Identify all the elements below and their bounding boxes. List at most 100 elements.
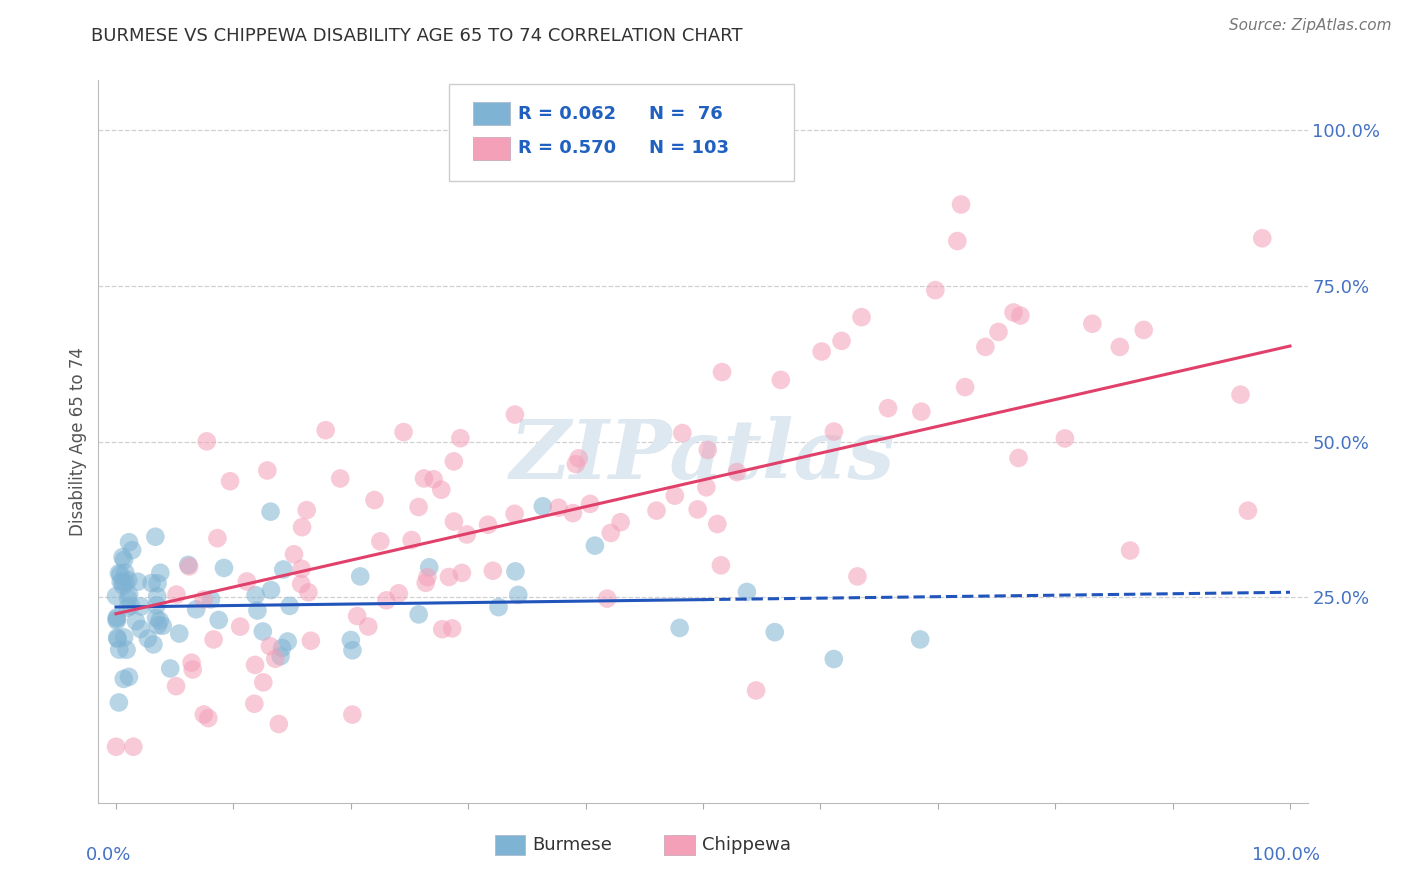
Point xyxy=(443,454,465,468)
Point xyxy=(340,632,363,647)
Point xyxy=(125,614,148,628)
Point xyxy=(149,614,172,628)
Point xyxy=(408,607,430,622)
Point xyxy=(1251,231,1274,245)
Point xyxy=(1132,323,1154,337)
Point xyxy=(118,587,141,601)
Point xyxy=(229,619,252,633)
Point xyxy=(105,739,128,754)
Point xyxy=(278,599,301,613)
Point xyxy=(763,625,786,640)
Point xyxy=(283,547,305,561)
Point xyxy=(924,283,946,297)
Point xyxy=(810,344,832,359)
Point xyxy=(142,637,165,651)
Point xyxy=(1108,340,1130,354)
Text: R = 0.570: R = 0.570 xyxy=(517,139,616,157)
Point xyxy=(105,610,128,624)
Point xyxy=(1119,543,1142,558)
Point xyxy=(121,543,143,558)
Point xyxy=(271,640,294,655)
Point xyxy=(1229,387,1251,401)
Point xyxy=(451,566,474,580)
FancyBboxPatch shape xyxy=(474,102,509,125)
Point xyxy=(193,592,215,607)
Point xyxy=(243,657,266,672)
Point xyxy=(565,457,588,471)
Point xyxy=(422,472,444,486)
Point xyxy=(256,463,278,477)
Point xyxy=(1007,450,1029,465)
Point xyxy=(120,599,142,613)
Point xyxy=(118,670,141,684)
Point xyxy=(297,585,319,599)
Point xyxy=(418,560,440,574)
Text: BURMESE VS CHIPPEWA DISABILITY AGE 65 TO 74 CORRELATION CHART: BURMESE VS CHIPPEWA DISABILITY AGE 65 TO… xyxy=(91,27,742,45)
Point xyxy=(117,591,139,605)
Point xyxy=(987,325,1010,339)
Point xyxy=(349,569,371,583)
Point xyxy=(671,426,693,441)
Point xyxy=(146,618,169,632)
Point xyxy=(114,575,136,590)
Point xyxy=(482,564,505,578)
Point xyxy=(823,425,845,439)
Point xyxy=(277,634,299,648)
Point xyxy=(270,649,292,664)
Point xyxy=(236,574,259,589)
Point xyxy=(910,405,932,419)
Point xyxy=(246,603,269,617)
Point xyxy=(193,707,215,722)
Point xyxy=(110,574,132,589)
Point xyxy=(531,500,554,514)
Point xyxy=(146,589,169,603)
Point xyxy=(115,642,138,657)
Point xyxy=(846,569,869,583)
Point xyxy=(108,642,131,657)
Point xyxy=(165,679,187,693)
Point xyxy=(111,550,134,565)
Point xyxy=(437,570,460,584)
Point xyxy=(136,632,159,646)
Point xyxy=(645,503,668,517)
Point xyxy=(456,527,478,541)
Point xyxy=(197,711,219,725)
Point xyxy=(725,465,748,479)
Point xyxy=(259,505,281,519)
Point xyxy=(342,707,364,722)
Point xyxy=(696,442,718,457)
Point xyxy=(108,696,131,710)
Point xyxy=(1081,317,1104,331)
Point xyxy=(117,600,139,615)
Point xyxy=(568,451,591,466)
Point xyxy=(195,434,218,449)
Point xyxy=(1053,432,1076,446)
Point xyxy=(179,559,201,574)
Point xyxy=(946,234,969,248)
Point xyxy=(129,599,152,614)
Point xyxy=(583,539,606,553)
Point xyxy=(449,431,471,445)
Text: Source: ZipAtlas.com: Source: ZipAtlas.com xyxy=(1229,18,1392,33)
FancyBboxPatch shape xyxy=(474,136,509,160)
Point xyxy=(110,567,132,582)
FancyBboxPatch shape xyxy=(664,835,695,855)
Y-axis label: Disability Age 65 to 74: Disability Age 65 to 74 xyxy=(69,347,87,536)
Text: 100.0%: 100.0% xyxy=(1251,847,1320,864)
Point xyxy=(415,575,437,590)
Point xyxy=(105,631,128,645)
Point xyxy=(200,592,222,607)
Point xyxy=(105,612,128,626)
Point xyxy=(908,632,931,647)
Point xyxy=(159,661,181,675)
Point xyxy=(315,423,337,437)
Point xyxy=(118,535,141,549)
Point xyxy=(273,562,295,576)
Point xyxy=(706,516,728,531)
Point xyxy=(547,500,569,515)
Point xyxy=(562,506,585,520)
Point xyxy=(950,197,973,211)
Point xyxy=(1002,305,1025,319)
Point xyxy=(146,576,169,591)
Point xyxy=(127,574,149,589)
